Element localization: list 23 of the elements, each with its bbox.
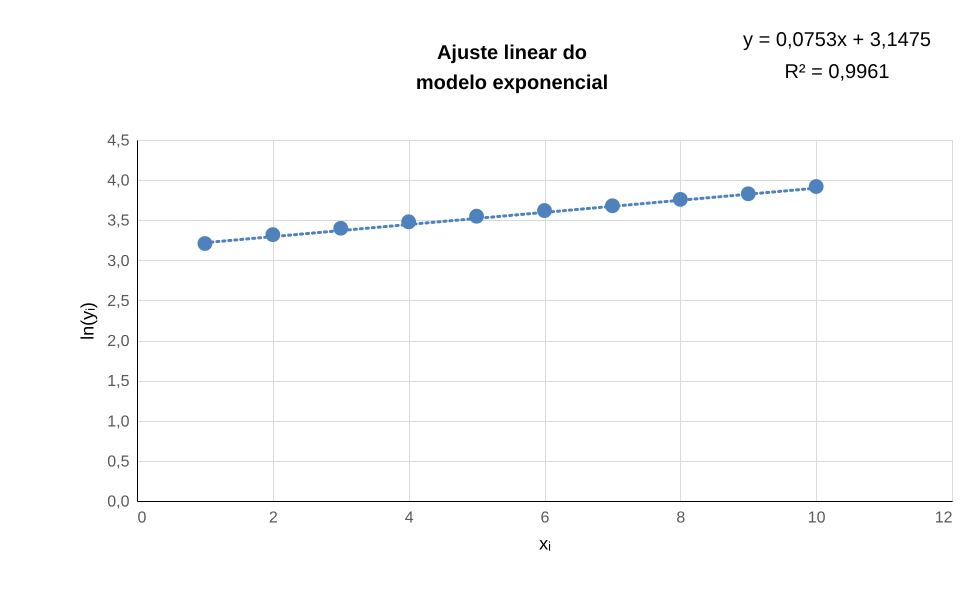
y-tick-label: 3,5: [107, 212, 130, 230]
y-tick-label: 2,0: [107, 333, 130, 350]
y-tick-label: 3,0: [107, 252, 130, 270]
y-tick-label: 4,5: [107, 132, 130, 150]
x-axis-title: xᵢ: [539, 534, 551, 554]
text: modelo exponencial: [416, 72, 608, 94]
x-tick-label: 10: [808, 510, 826, 526]
x-tick-label: 12: [934, 510, 953, 526]
text: y = 0,0753x + 3,1475: [743, 29, 931, 51]
x-tick-label: 8: [676, 510, 686, 526]
y-tick-label: 4,0: [107, 172, 130, 190]
y-tick-label: 1,5: [107, 373, 130, 390]
y-tick-label: 2,5: [107, 292, 130, 310]
x-tick-label: 4: [404, 510, 414, 526]
text: Ajuste linear do: [436, 42, 588, 64]
y-tick-label: 1,0: [107, 413, 130, 430]
x-tick-label: 2: [268, 510, 278, 526]
y-tick-label: 0,0: [107, 494, 130, 510]
x-tick-label: 0: [138, 510, 146, 526]
y-tick-label: 0,5: [107, 453, 130, 470]
y-axis-title: ln(yᵢ): [77, 302, 98, 340]
x-tick-label: 6: [540, 510, 550, 526]
text: R² = 0,9961: [784, 61, 890, 83]
